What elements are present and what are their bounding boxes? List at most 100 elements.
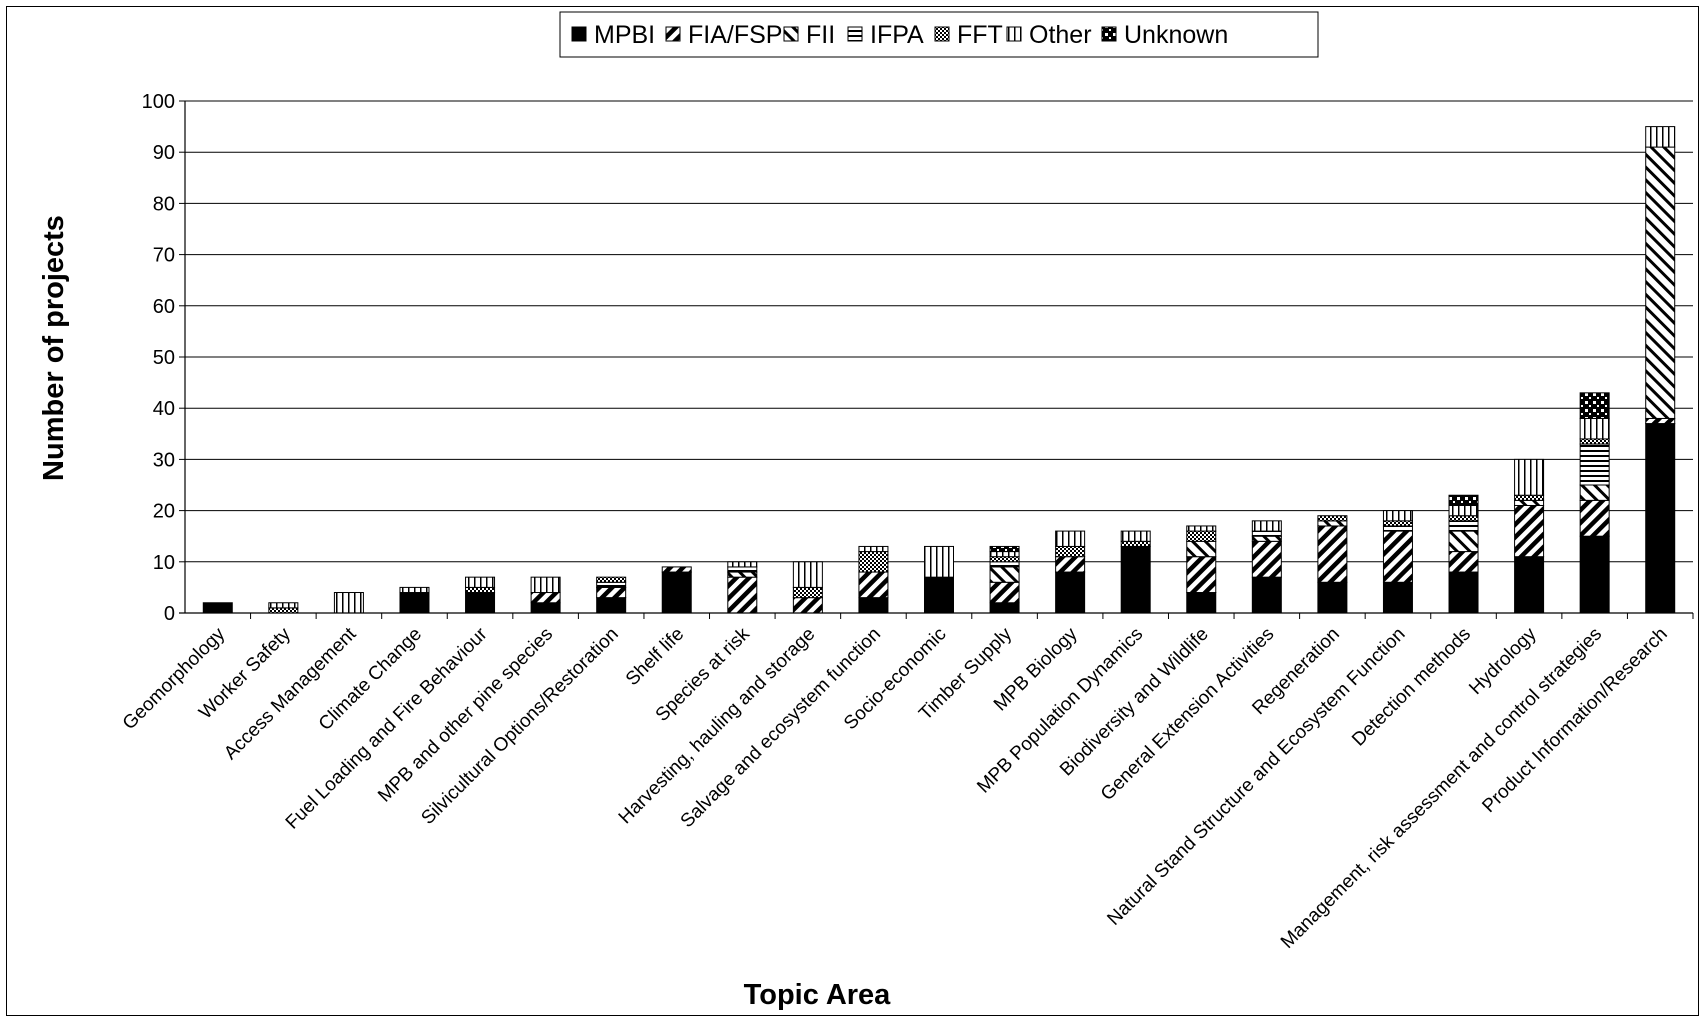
legend-label: FIA/FSP [688,21,782,49]
bar-segment [858,571,889,599]
bar-segment [1055,530,1086,547]
bar-segment [333,592,364,614]
bar-segment [1514,556,1545,614]
bar-segment [1579,484,1610,501]
legend-swatch [665,26,681,42]
bar-segment [989,545,1020,553]
bar-segment [1251,576,1282,614]
y-tick-label: 100 [142,91,175,113]
bar-segment [1382,510,1413,522]
legend-label: IFPA [870,21,924,49]
bar-segment [1251,535,1282,542]
legend-swatch [934,26,950,42]
bar-segment [727,576,758,614]
bar-segment [924,576,954,614]
bar-segment [596,576,627,583]
bar-segment [858,551,889,573]
bar-segment [1382,525,1413,532]
bar-segment [1514,504,1545,558]
bar-segment [1645,126,1676,148]
y-tick-label: 70 [153,245,175,267]
bar-segment [202,602,233,614]
bar-segment [1120,540,1151,547]
legend-box [559,11,1319,58]
bar-segment [1055,571,1086,614]
bar-segment [1645,417,1676,425]
bar-segment [727,561,758,568]
bar-segment [1186,530,1217,542]
legend-swatch [783,26,799,42]
bar-segment [989,561,1020,568]
bar-segment [268,607,299,614]
bar-segment [1055,545,1086,558]
bar-segment [661,566,692,573]
bar-segment [1186,556,1217,594]
legend-swatch [571,26,587,42]
y-tick-label: 80 [153,193,175,215]
y-tick-label: 20 [153,501,175,523]
bar-segment [399,586,430,594]
bar-segment [1251,520,1282,532]
x-tick-label: Management, risk assessment and control … [1277,624,1606,953]
bar-segment [1579,392,1610,419]
legend-swatch [847,26,863,42]
bar-segment [1448,551,1479,573]
bar-segment [1645,146,1676,419]
bar-segment [1317,515,1348,522]
bar-segment [1448,520,1479,532]
bar-segment [989,556,1020,563]
bar-segment [792,561,823,588]
bar-segment [858,545,889,553]
bar-segment [1186,525,1217,532]
bar-segment [1120,530,1151,542]
bar-segment [1514,458,1545,496]
x-tick-label: Natural Stand Structure and Ecosystem Fu… [1103,624,1409,930]
legend-swatch [1006,26,1022,42]
bar-segment [465,586,496,594]
bar-segment [1186,540,1217,558]
bar-segment [465,576,496,588]
y-axis-title: Number of projects [38,215,70,481]
bar-segment [1579,499,1610,537]
legend-label: Unknown [1124,21,1228,49]
bar-segment [530,592,561,604]
bar-segment [1514,499,1545,506]
legend-swatch [1101,26,1117,42]
bar-segment [1448,530,1479,553]
bar-segment [530,576,561,594]
legend: MPBI FIA/FSP FII IFPA FFT Other Unknown [559,11,1319,58]
x-tick-label: Access Management [220,623,361,764]
bar-segment [1317,520,1348,527]
bar-segment [1448,515,1479,522]
gridlines [185,100,1693,614]
bar-segment [596,581,627,588]
bar-segment [596,597,627,614]
bar-segment [1120,545,1151,614]
y-tick-label: 90 [153,142,175,164]
y-tick-label: 40 [153,398,175,420]
bar-segment [1382,530,1413,583]
bar-segment [1317,581,1348,614]
bar-segment [399,592,430,614]
bar-segment [1514,494,1545,501]
bar-segment [268,602,299,609]
bar-segment [989,551,1020,558]
bar-segment [924,545,954,578]
bar-segment [1448,571,1479,614]
bar-segment [792,597,823,614]
y-axis: 0 10 20 30 40 50 60 70 80 90 100 [142,91,186,625]
bar-segment [1055,556,1086,573]
bar-segment [1382,520,1413,527]
legend-label: Other [1029,21,1092,49]
bar-segment [1317,525,1348,583]
bar-segment [661,571,692,614]
x-tick-label: Shelf life [622,624,688,690]
chart-frame [6,6,1699,1016]
bar-segment [792,586,823,599]
bar-segment [465,592,496,614]
bar-segment [1579,443,1610,486]
legend-label: FFT [957,21,1003,49]
y-tick-label: 0 [164,603,175,625]
